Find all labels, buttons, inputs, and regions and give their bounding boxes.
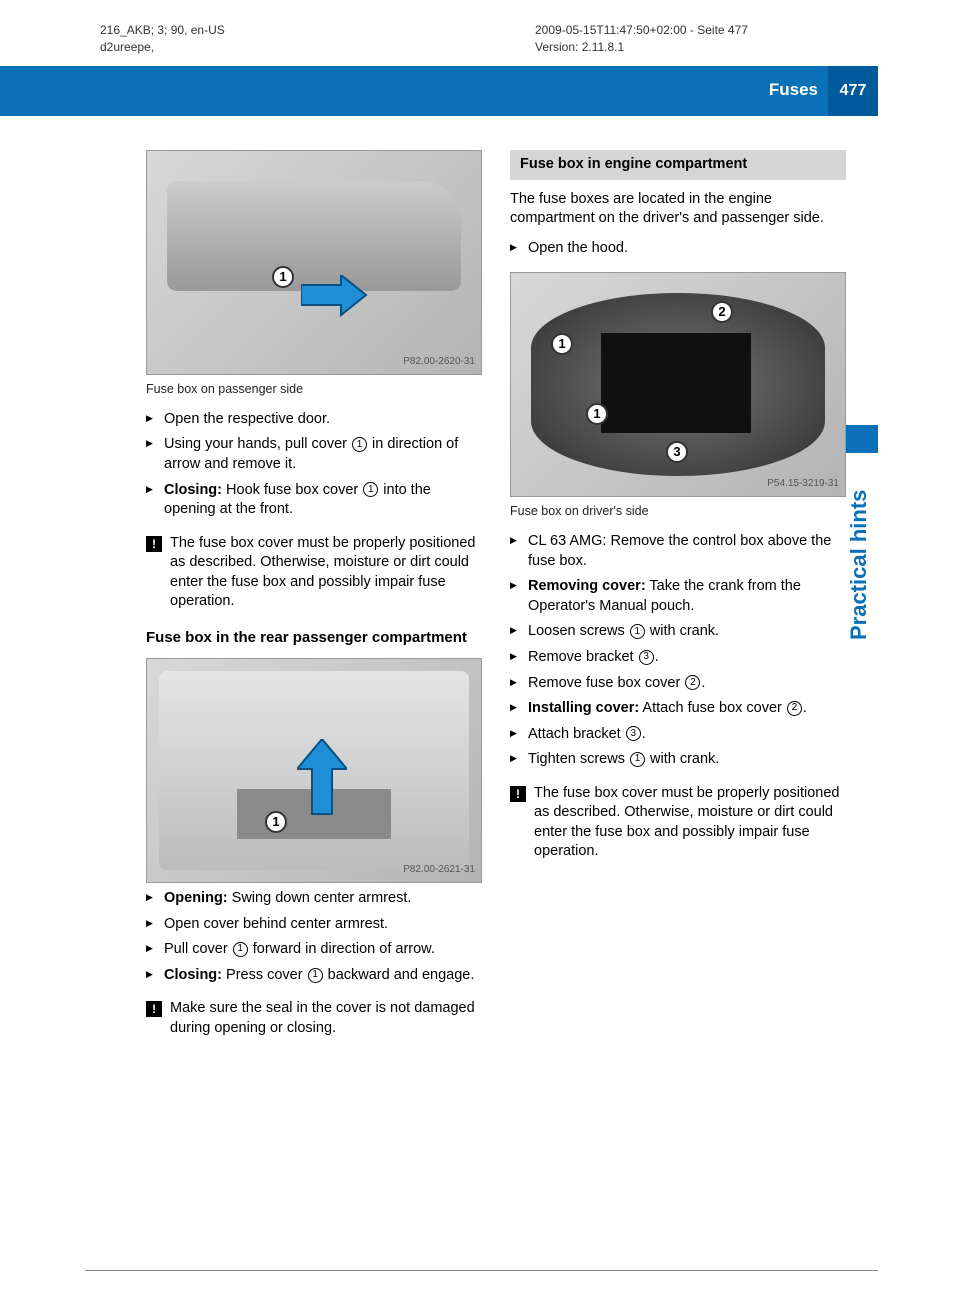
- steps-list-0: Open the hood.: [510, 239, 846, 259]
- warning-icon: !: [146, 1001, 162, 1017]
- side-section-label: Practical hints: [846, 490, 872, 640]
- step-item: Open the respective door.: [146, 410, 482, 430]
- arrow-icon: [301, 275, 371, 325]
- steps-list-1: Open the respective door. Using your hand…: [146, 410, 482, 520]
- step-item: Pull cover 1 forward in direction of arr…: [146, 940, 482, 960]
- circled-3: 3: [626, 726, 641, 741]
- notice-2: ! Make sure the seal in the cover is not…: [146, 999, 482, 1038]
- subheading-rear-compartment: Fuse box in the rear passenger compartme…: [146, 628, 482, 648]
- meta-right-line1: 2009-05-15T11:47:50+02:00 - Seite 477: [535, 22, 748, 39]
- page-banner: Fuses: [0, 66, 878, 116]
- notice-text-3: The fuse box cover must be properly posi…: [534, 784, 846, 862]
- step-prefix: Removing cover:: [528, 578, 646, 594]
- figure-caption-1: Fuse box on passenger side: [146, 381, 482, 398]
- figure-passenger-side: 1 P82.00-2620-31: [146, 150, 482, 375]
- meta-left-line1: 216_AKB; 3; 90, en-US: [100, 22, 225, 39]
- step-item: Removing cover: Take the crank from the …: [510, 577, 846, 616]
- step-item: Using your hands, pull cover 1 in direct…: [146, 435, 482, 474]
- callout-1: 1: [272, 266, 294, 288]
- step-item: Attach bracket 3.: [510, 725, 846, 745]
- right-column: Fuse box in engine compartment The fuse …: [510, 150, 846, 1055]
- arrow-up-icon: [297, 739, 347, 819]
- figure-caption-3: Fuse box on driver's side: [510, 503, 846, 520]
- step-prefix: Opening:: [164, 890, 228, 906]
- bottom-rule: [85, 1270, 878, 1271]
- step-item: Remove bracket 3.: [510, 648, 846, 668]
- meta-right: 2009-05-15T11:47:50+02:00 - Seite 477 Ve…: [535, 22, 748, 56]
- figure-watermark-2: P82.00-2621-31: [403, 863, 475, 877]
- intro-paragraph: The fuse boxes are located in the engine…: [510, 190, 846, 229]
- page-number-box: 477: [828, 66, 878, 116]
- step-prefix: Closing:: [164, 967, 222, 983]
- step-item: Open the hood.: [510, 239, 846, 259]
- meta-left: 216_AKB; 3; 90, en-US d2ureepe,: [100, 22, 225, 56]
- warning-icon: !: [146, 536, 162, 552]
- left-column: 1 P82.00-2620-31 Fuse box on passenger s…: [146, 150, 482, 1055]
- circled-1: 1: [630, 752, 645, 767]
- figure-watermark-3: P54.15-3219-31: [767, 477, 839, 491]
- notice-3: ! The fuse box cover must be properly po…: [510, 784, 846, 862]
- step-item: Opening: Swing down center armrest.: [146, 889, 482, 909]
- meta-right-line2: Version: 2.11.8.1: [535, 39, 748, 56]
- step-item: Closing: Hook fuse box cover 1 into the …: [146, 481, 482, 520]
- circled-1: 1: [308, 968, 323, 983]
- steps-list-3: CL 63 AMG: Remove the control box above …: [510, 532, 846, 770]
- notice-text-2: Make sure the seal in the cover is not d…: [170, 999, 482, 1038]
- step-prefix: Installing cover:: [528, 700, 639, 716]
- content-area: 1 P82.00-2620-31 Fuse box on passenger s…: [146, 150, 846, 1055]
- step-item: Open cover behind center armrest.: [146, 915, 482, 935]
- circled-1: 1: [233, 942, 248, 957]
- step-item: Closing: Press cover 1 backward and enga…: [146, 966, 482, 986]
- circled-2: 2: [685, 675, 700, 690]
- step-item: Loosen screws 1 with crank.: [510, 622, 846, 642]
- figure-rear-compartment: 1 P82.00-2621-31: [146, 658, 482, 883]
- circled-1: 1: [630, 624, 645, 639]
- meta-left-line2: d2ureepe,: [100, 39, 225, 56]
- figure-engine-compartment: 1 2 3 1 P54.15-3219-31: [510, 272, 846, 497]
- step-item: Tighten screws 1 with crank.: [510, 750, 846, 770]
- step-item: Remove fuse box cover 2.: [510, 674, 846, 694]
- banner-title: Fuses: [769, 80, 818, 100]
- warning-icon: !: [510, 786, 526, 802]
- notice-text-1: The fuse box cover must be properly posi…: [170, 534, 482, 612]
- step-prefix: Closing:: [164, 482, 222, 498]
- circled-1: 1: [363, 482, 378, 497]
- steps-list-2: Opening: Swing down center armrest. Open …: [146, 889, 482, 985]
- notice-1: ! The fuse box cover must be properly po…: [146, 534, 482, 612]
- figure-watermark-1: P82.00-2620-31: [403, 355, 475, 369]
- circled-3: 3: [639, 650, 654, 665]
- page-number: 477: [840, 82, 867, 100]
- circled-2: 2: [787, 701, 802, 716]
- circled-1: 1: [352, 437, 367, 452]
- grey-heading-engine: Fuse box in engine compartment: [510, 150, 846, 180]
- side-tab: [846, 425, 878, 453]
- step-item: Installing cover: Attach fuse box cover …: [510, 699, 846, 719]
- step-item: CL 63 AMG: Remove the control box above …: [510, 532, 846, 571]
